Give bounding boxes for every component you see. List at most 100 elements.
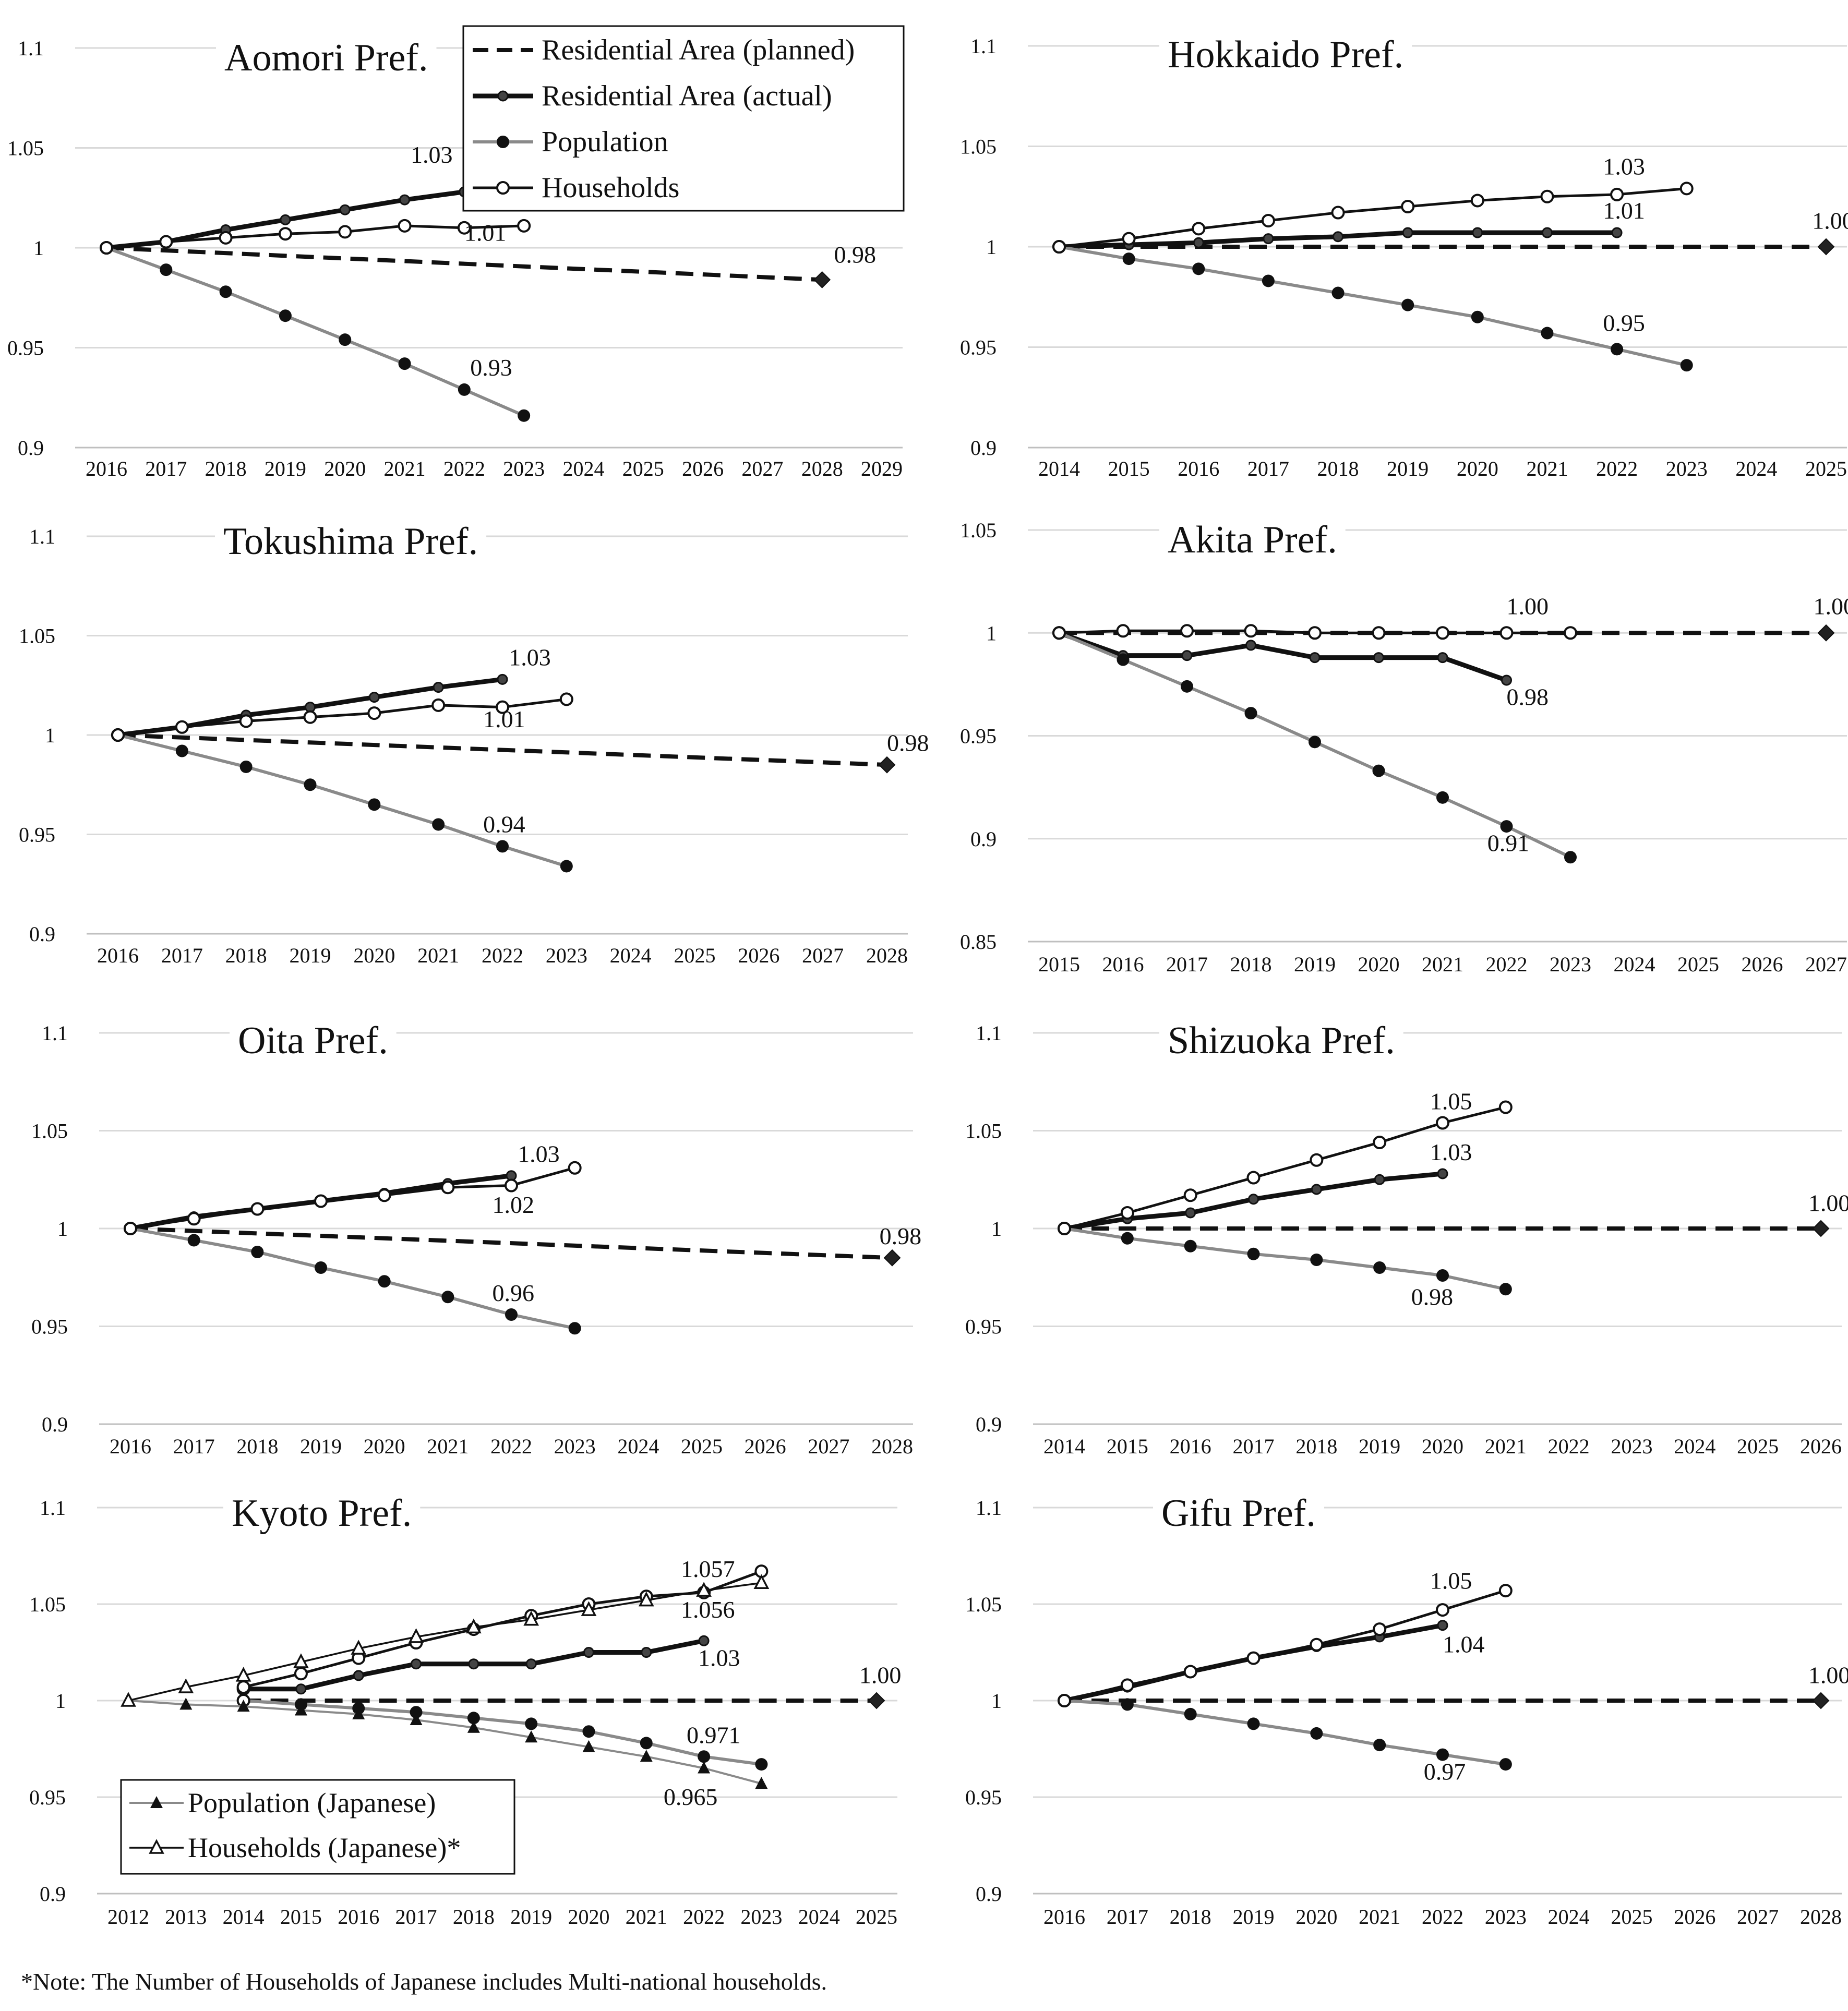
point: [1333, 231, 1344, 243]
y-tick-label: 1.1: [40, 1496, 66, 1520]
data-label: 0.965: [664, 1784, 718, 1810]
x-tick-label: 2025: [681, 1435, 723, 1458]
point: [315, 1261, 327, 1274]
end-point: [813, 271, 831, 288]
x-tick-label: 2023: [1666, 457, 1708, 480]
point: [1181, 680, 1193, 693]
series-line: [1064, 1106, 1506, 1230]
footnote: *Note: The Number of Households of Japan…: [21, 1968, 827, 1995]
x-tick-label: 2017: [1166, 953, 1208, 976]
title-background: [230, 1017, 397, 1064]
point: [1116, 624, 1130, 638]
point: [1247, 1717, 1260, 1730]
point: [1498, 1584, 1513, 1598]
point: [1246, 1651, 1261, 1665]
data-label: 1.01: [464, 220, 507, 246]
point: [1309, 736, 1321, 749]
x-tick-label: 2017: [1107, 1905, 1148, 1929]
chart-title: Hokkaido Pref.: [1168, 33, 1403, 76]
point: [1436, 1748, 1449, 1761]
series-population: [1052, 240, 1693, 372]
series-line: [130, 1166, 575, 1230]
x-tick-label: 2016: [86, 457, 127, 480]
x-tick-label: 2028: [866, 944, 908, 967]
y-tick-label: 1: [45, 724, 55, 747]
y-tick-label: 0.9: [976, 1882, 1002, 1906]
point: [1437, 1168, 1448, 1179]
y-tick-label: 0.95: [965, 1315, 1002, 1339]
point: [398, 219, 412, 233]
x-tick-label: 2020: [1295, 1905, 1337, 1929]
x-tick-label: 2025: [1737, 1435, 1779, 1458]
legend-label: Residential Area (planned): [542, 34, 855, 66]
point: [1372, 764, 1385, 777]
data-label: 1.05: [1430, 1567, 1472, 1594]
x-tick-label: 2025: [622, 457, 664, 480]
x-tick-label: 2015: [280, 1905, 322, 1929]
point: [1248, 1194, 1259, 1205]
point: [1122, 252, 1135, 266]
y-tick-label: 0.95: [29, 1786, 66, 1809]
point: [1373, 1261, 1386, 1274]
y-tick-label: 1.05: [31, 1119, 68, 1143]
point: [1499, 1283, 1512, 1296]
x-tick-label: 2016: [97, 944, 139, 967]
x-tick-label: 2014: [1043, 1435, 1085, 1458]
point: [1184, 1707, 1197, 1720]
point: [1310, 1727, 1323, 1740]
series-planned: [117, 733, 896, 774]
x-tick-label: 2018: [1170, 1905, 1211, 1929]
series-line: [1064, 1227, 1506, 1291]
y-tick-label: 1.1: [29, 525, 55, 548]
x-tick-label: 2022: [1596, 457, 1638, 480]
point: [497, 136, 509, 148]
series-households: [100, 219, 531, 255]
x-tick-label: 2018: [1230, 953, 1272, 976]
legend-label: Residential Area (actual): [542, 80, 832, 112]
x-tick-label: 2022: [683, 1905, 725, 1929]
point: [1192, 262, 1205, 275]
point: [1437, 652, 1448, 664]
x-tick-label: 2022: [482, 944, 523, 967]
point: [1184, 1239, 1197, 1253]
point: [1436, 1603, 1449, 1617]
point: [149, 1839, 164, 1854]
x-tick-label: 2017: [1233, 1435, 1275, 1458]
point: [1183, 1665, 1197, 1679]
point: [517, 219, 531, 233]
legend-label: Population (Japanese): [188, 1787, 436, 1819]
point: [124, 1222, 137, 1235]
point: [1121, 1232, 1134, 1245]
series-planned: [130, 1226, 901, 1267]
legend-label: Households (Japanese)*: [188, 1832, 461, 1863]
y-tick-label: 1.05: [960, 135, 997, 159]
point: [1611, 227, 1623, 238]
x-tick-label: 2021: [1422, 953, 1463, 976]
x-tick-label: 2020: [1358, 953, 1400, 976]
point: [1246, 1171, 1261, 1185]
point: [179, 1697, 193, 1710]
point: [278, 227, 292, 241]
y-tick-label: 1: [986, 621, 997, 645]
x-tick-label: 2023: [1550, 953, 1591, 976]
series-line: [106, 224, 524, 249]
y-tick-label: 1: [33, 236, 44, 260]
point: [1310, 1637, 1324, 1652]
x-tick-label: 2025: [1677, 953, 1719, 976]
legend-box: [120, 1779, 515, 1875]
point: [239, 760, 253, 773]
data-label: 0.98: [880, 1223, 922, 1249]
x-tick-label: 2015: [1107, 1435, 1148, 1458]
x-tick-label: 2013: [165, 1905, 207, 1929]
point: [280, 214, 291, 225]
point: [352, 1707, 365, 1719]
point: [150, 1796, 163, 1808]
chart-gifu-pref: 0.9 0.95 1 1.05 1.1 2016 2017 2018 2019 2020 2021 2…: [965, 1489, 1848, 1929]
point: [408, 1628, 424, 1643]
x-tick-label: 2028: [871, 1435, 913, 1458]
x-tick-label: 2021: [417, 944, 459, 967]
series-planned: [1064, 1692, 1830, 1709]
x-tick-label: 2026: [745, 1435, 786, 1458]
point: [1309, 652, 1321, 664]
point: [1247, 1247, 1260, 1260]
